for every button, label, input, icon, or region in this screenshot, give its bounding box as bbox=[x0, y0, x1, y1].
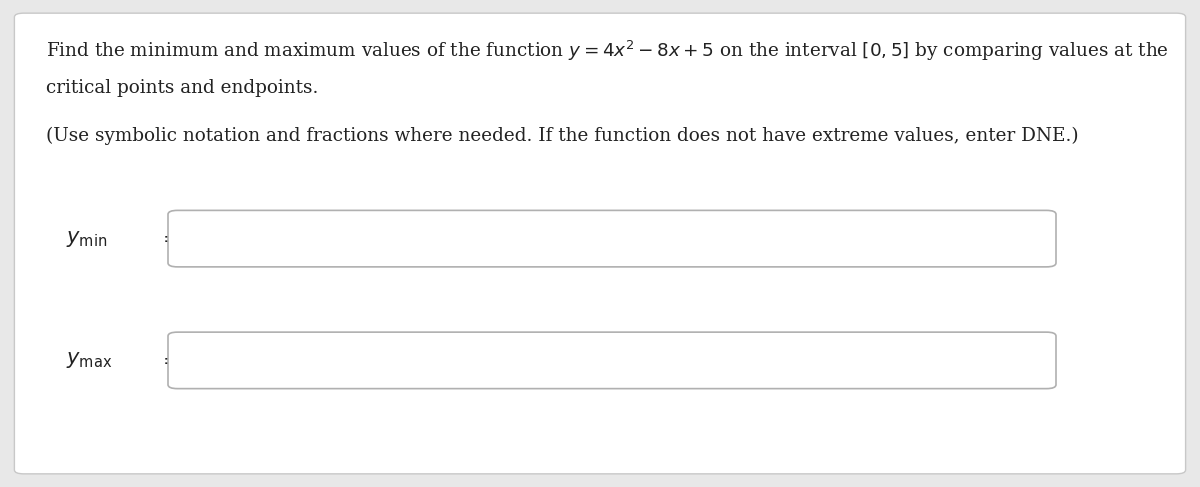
Text: Find the minimum and maximum values of the function $y = 4x^2 - 8x + 5$ on the i: Find the minimum and maximum values of t… bbox=[46, 39, 1169, 63]
Text: critical points and endpoints.: critical points and endpoints. bbox=[46, 79, 318, 97]
Text: (Use symbolic notation and fractions where needed. If the function does not have: (Use symbolic notation and fractions whe… bbox=[46, 127, 1079, 145]
Text: $=$: $=$ bbox=[158, 351, 180, 370]
FancyBboxPatch shape bbox=[168, 210, 1056, 267]
Text: $=$: $=$ bbox=[158, 229, 180, 248]
Text: $\mathit{y}_{\mathrm{max}}$: $\mathit{y}_{\mathrm{max}}$ bbox=[66, 350, 113, 371]
FancyBboxPatch shape bbox=[168, 332, 1056, 389]
FancyBboxPatch shape bbox=[14, 13, 1186, 474]
Text: $\mathit{y}_{\mathrm{min}}$: $\mathit{y}_{\mathrm{min}}$ bbox=[66, 228, 107, 249]
